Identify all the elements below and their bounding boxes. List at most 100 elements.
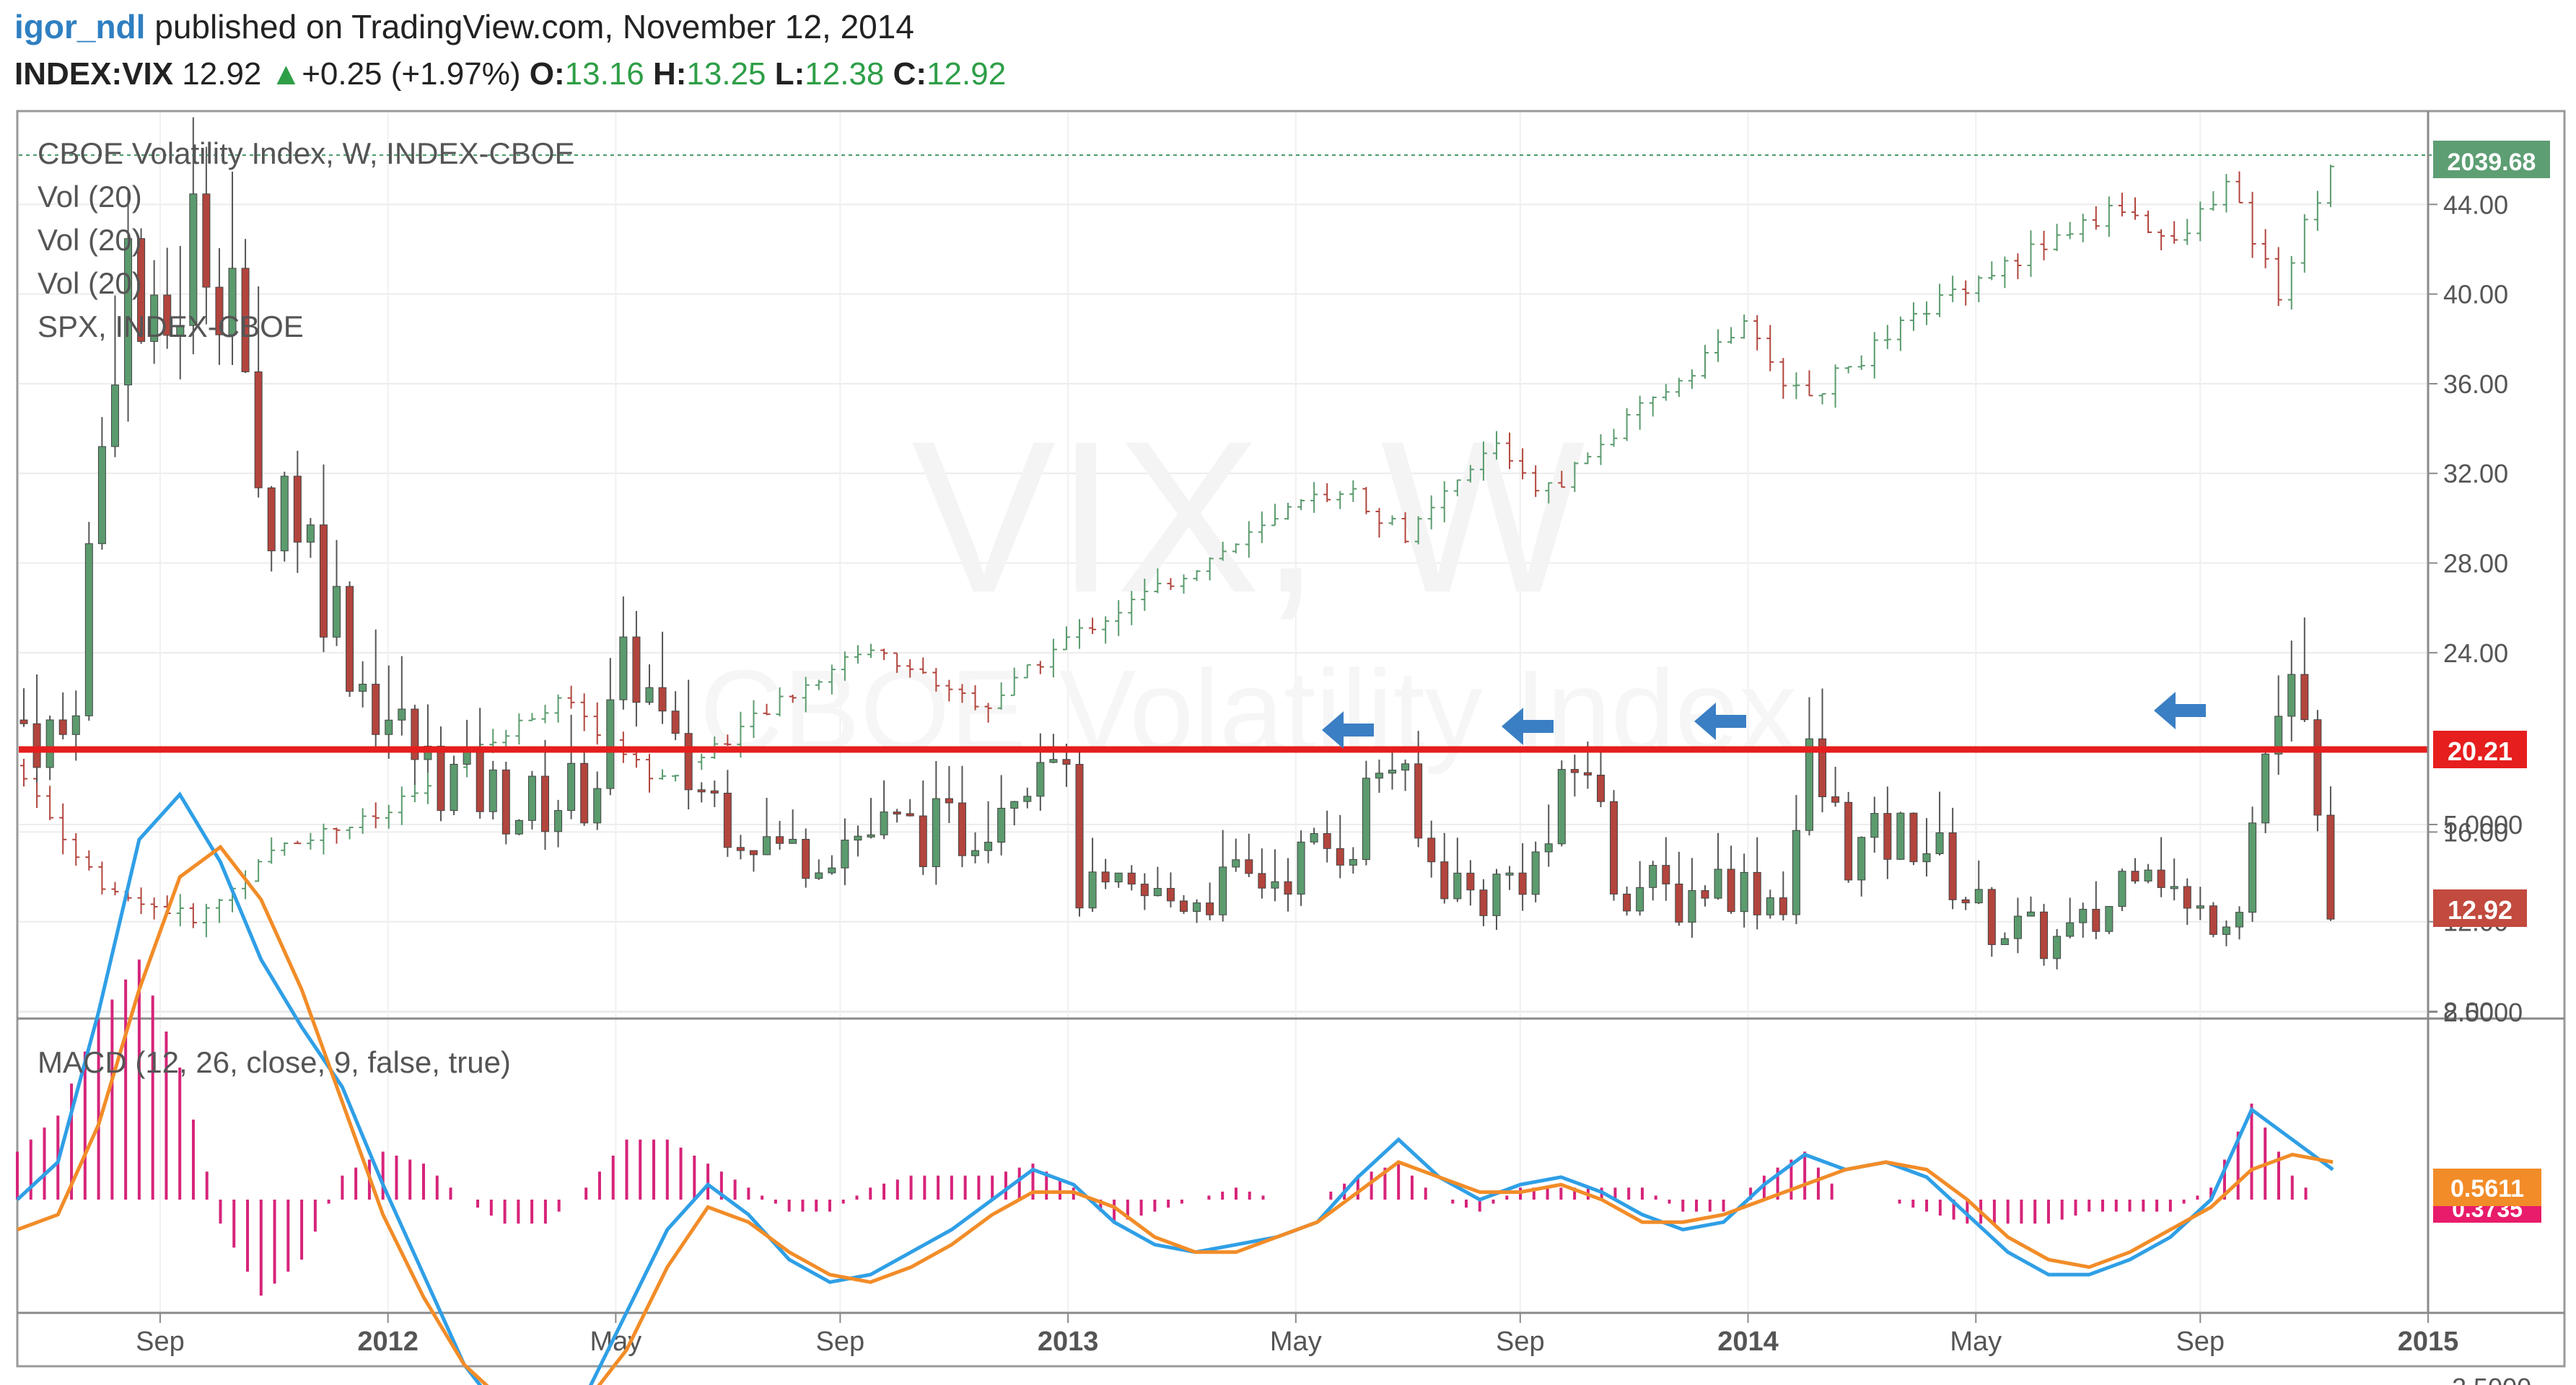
open-value: 13.16 xyxy=(564,56,644,92)
vix-candle-36 xyxy=(489,769,497,812)
vix-candle-99 xyxy=(1310,833,1318,843)
vix-candle-124 xyxy=(1636,887,1644,912)
vix-candle-74 xyxy=(984,842,993,851)
vix-candle-109 xyxy=(1440,861,1449,900)
watermark-name: CBOE Volatility Index xyxy=(700,646,1797,775)
watermark-symbol: VIX, W xyxy=(911,395,1587,638)
vix-candle-137 xyxy=(1805,738,1813,831)
time-tick-9: Sep xyxy=(2176,1327,2225,1357)
vix-candle-94 xyxy=(1245,859,1253,874)
vix-candle-20 xyxy=(280,475,289,552)
legend-spx[interactable]: SPX, INDEX-CBOE xyxy=(38,309,304,343)
vix-candle-136 xyxy=(1792,830,1800,915)
chart-canvas[interactable]: VIX, W CBOE Volatility Index 44.00 40.00 3… xyxy=(0,108,2576,1385)
main-series-title[interactable]: CBOE Volatility Index, W, INDEX-CBOE xyxy=(38,136,575,170)
legend-vol-2[interactable]: Vol (20) xyxy=(38,223,142,257)
vix-candle-154 xyxy=(2027,911,2036,917)
vix-candle-3 xyxy=(58,719,67,735)
vix-candle-54 xyxy=(723,792,732,848)
legend-vol-1[interactable]: Vol (20) xyxy=(38,180,142,214)
price-tick-9: 8.00 xyxy=(2443,997,2494,1026)
vix-candle-143 xyxy=(1883,813,1892,860)
vix-candle-121 xyxy=(1596,775,1605,802)
vix-candle-169 xyxy=(2222,926,2230,935)
vix-candle-68 xyxy=(906,813,914,817)
author-link[interactable]: igor_ndl xyxy=(14,8,146,45)
vix-candle-59 xyxy=(789,838,797,844)
vix-candle-57 xyxy=(763,836,771,856)
vix-candle-86 xyxy=(1140,884,1149,897)
close-label: C: xyxy=(893,56,927,92)
vix-candle-168 xyxy=(2209,905,2217,935)
price-tick-7: 16.00 xyxy=(2443,817,2508,847)
vix-candle-106 xyxy=(1401,763,1410,771)
vix-candle-10 xyxy=(150,294,159,342)
vix-candle-82 xyxy=(1088,871,1097,909)
vix-candle-107 xyxy=(1414,763,1423,839)
legend-vol-3[interactable]: Vol (20) xyxy=(38,266,142,300)
price-tick-2: 36.00 xyxy=(2443,369,2508,399)
vix-candle-bodies xyxy=(19,193,2335,959)
vix-candle-116 xyxy=(1531,851,1540,895)
macd-tick-0: 5.0000 xyxy=(2443,810,2523,840)
vix-candle-26 xyxy=(359,683,367,692)
vix-candle-6 xyxy=(97,446,106,545)
annotation-arrows xyxy=(1322,692,2206,749)
macd-axis[interactable]: 5.0000 2.5000 -2.5000 xyxy=(2428,810,2531,1385)
vix-candle-98 xyxy=(1297,841,1305,895)
hline-value-label: 20.21 xyxy=(2448,737,2513,766)
vix-candle-157 xyxy=(2066,922,2075,937)
hline-badge xyxy=(2433,731,2527,768)
macd-title[interactable]: MACD (12, 26, close, 9, false, true) xyxy=(38,1045,511,1079)
vix-candle-171 xyxy=(2248,822,2257,913)
time-tick-0: Sep xyxy=(136,1327,185,1357)
vix-candle-92 xyxy=(1219,866,1227,915)
vix-candle-155 xyxy=(2040,911,2049,959)
macd-tick-2: -2.5000 xyxy=(2443,1373,2531,1385)
vix-candle-135 xyxy=(1779,897,1787,915)
price-axis[interactable]: 44.0040.0036.0032.0028.0024.0016.0012.00… xyxy=(2428,190,2508,1026)
vix-candle-113 xyxy=(1492,874,1501,916)
vix-candle-24 xyxy=(333,586,341,638)
arrow-left-icon-0 xyxy=(1322,711,1374,749)
vix-candle-177 xyxy=(2326,814,2335,920)
last-price-badge xyxy=(2433,889,2527,927)
vix-candle-104 xyxy=(1375,773,1383,779)
vix-candle-108 xyxy=(1427,837,1436,863)
triangle-up-icon: ▲ xyxy=(270,56,302,92)
vix-candle-51 xyxy=(684,733,693,791)
vix-candle-15 xyxy=(215,286,224,335)
vix-candle-22 xyxy=(306,524,315,543)
price-tick-0: 44.00 xyxy=(2443,190,2508,219)
vix-candle-170 xyxy=(2235,912,2244,928)
time-tick-1: 2012 xyxy=(357,1327,419,1357)
vix-candle-27 xyxy=(372,683,380,735)
price-change: +0.25 (+1.97%) xyxy=(302,56,521,92)
vix-candle-12 xyxy=(176,325,185,336)
vix-candle-103 xyxy=(1362,778,1370,861)
vix-candle-153 xyxy=(2013,915,2022,939)
chart-header: igor_ndl published on TradingView.com, N… xyxy=(0,0,2576,108)
vix-candle-23 xyxy=(319,524,328,638)
price-tick-4: 28.00 xyxy=(2443,549,2508,579)
spx-last-badge xyxy=(2433,141,2550,178)
time-tick-4: 2013 xyxy=(1038,1327,1099,1357)
vix-candle-134 xyxy=(1766,897,1774,915)
vix-candle-151 xyxy=(1987,889,1996,946)
vix-candle-148 xyxy=(1948,832,1957,900)
vix-candle-132 xyxy=(1740,871,1748,913)
vix-candle-5 xyxy=(84,543,93,716)
high-value: 13.25 xyxy=(686,56,766,92)
vix-candle-117 xyxy=(1544,843,1553,853)
price-tick-3: 32.00 xyxy=(2443,459,2508,488)
vix-candle-79 xyxy=(1049,759,1058,763)
vix-candle-14 xyxy=(202,193,211,288)
vix-candle-140 xyxy=(1844,801,1853,881)
vix-candle-19 xyxy=(267,487,276,552)
vix-candle-128 xyxy=(1688,890,1696,923)
time-axis[interactable]: Sep2012MaySep2013MaySep2014MaySep20152 xyxy=(136,1313,2576,1357)
vix-candle-44 xyxy=(593,788,602,824)
vix-candle-9 xyxy=(137,238,146,342)
vix-candle-77 xyxy=(1023,796,1032,802)
signal-last-label: 0.5611 xyxy=(2450,1175,2524,1202)
